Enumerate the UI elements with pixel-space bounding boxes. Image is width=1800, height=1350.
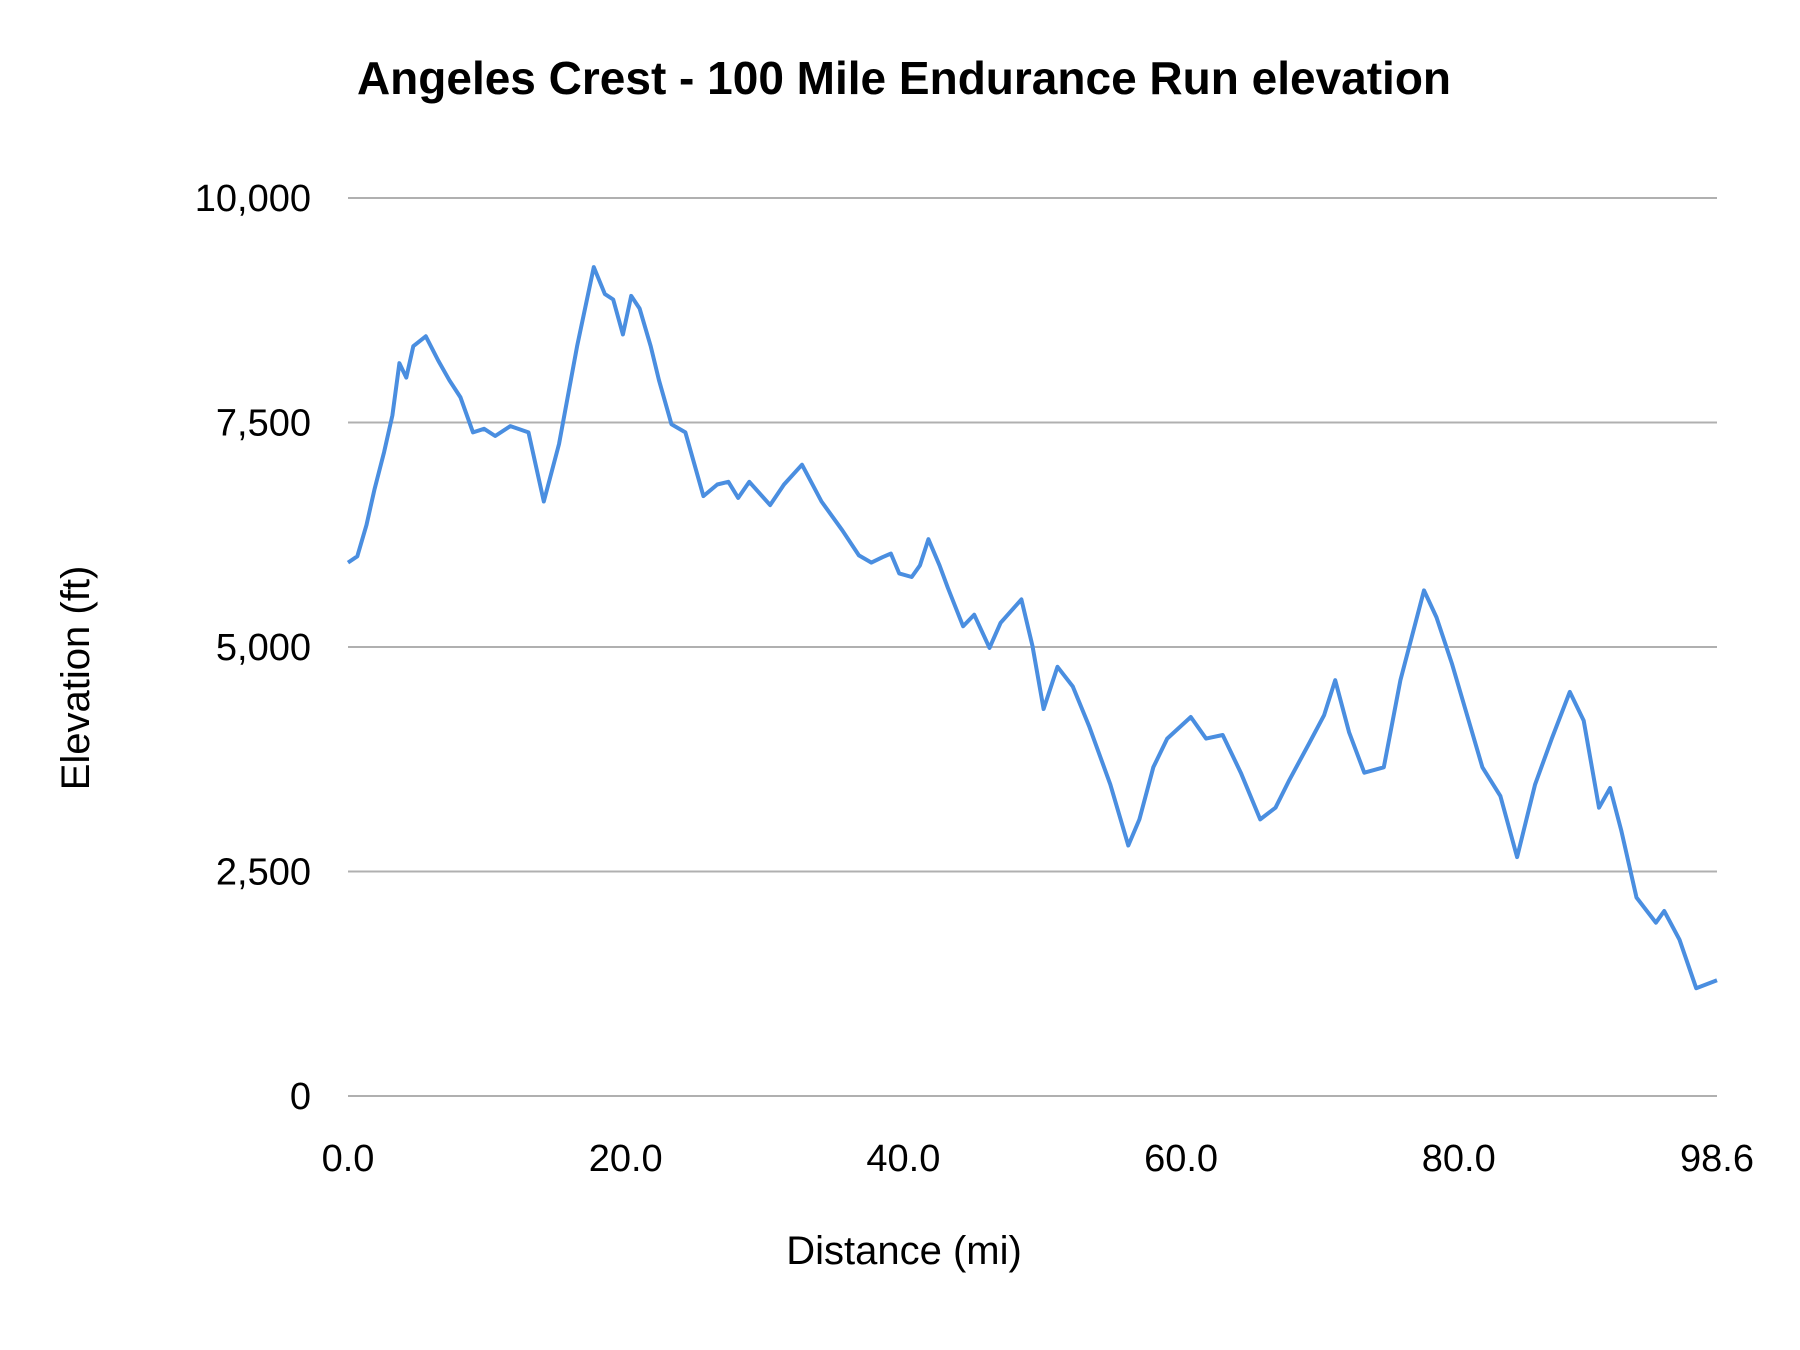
- y-axis-label: Elevation (ft): [54, 566, 98, 791]
- y-tick-label: 10,000: [195, 178, 311, 220]
- x-tick-label: 0.0: [322, 1138, 375, 1180]
- chart-title: Angeles Crest - 100 Mile Endurance Run e…: [357, 52, 1451, 104]
- x-tick-label: 20.0: [589, 1138, 663, 1180]
- x-tick-label: 98.6: [1680, 1138, 1754, 1180]
- x-axis-label: Distance (mi): [786, 1229, 1022, 1273]
- x-tick-label: 40.0: [866, 1138, 940, 1180]
- y-axis-ticks: 0 2,500 5,000 7,500 10,000: [195, 178, 311, 1118]
- y-tick-label: 2,500: [216, 852, 311, 894]
- x-axis-ticks: 0.0 20.0 40.0 60.0 80.0 98.6: [322, 1138, 1754, 1180]
- elevation-line: [346, 265, 1718, 991]
- y-tick-label: 7,500: [216, 403, 311, 445]
- y-tick-label: 0: [290, 1076, 311, 1118]
- x-tick-label: 80.0: [1422, 1138, 1496, 1180]
- x-tick-label: 60.0: [1144, 1138, 1218, 1180]
- y-tick-label: 5,000: [216, 627, 311, 669]
